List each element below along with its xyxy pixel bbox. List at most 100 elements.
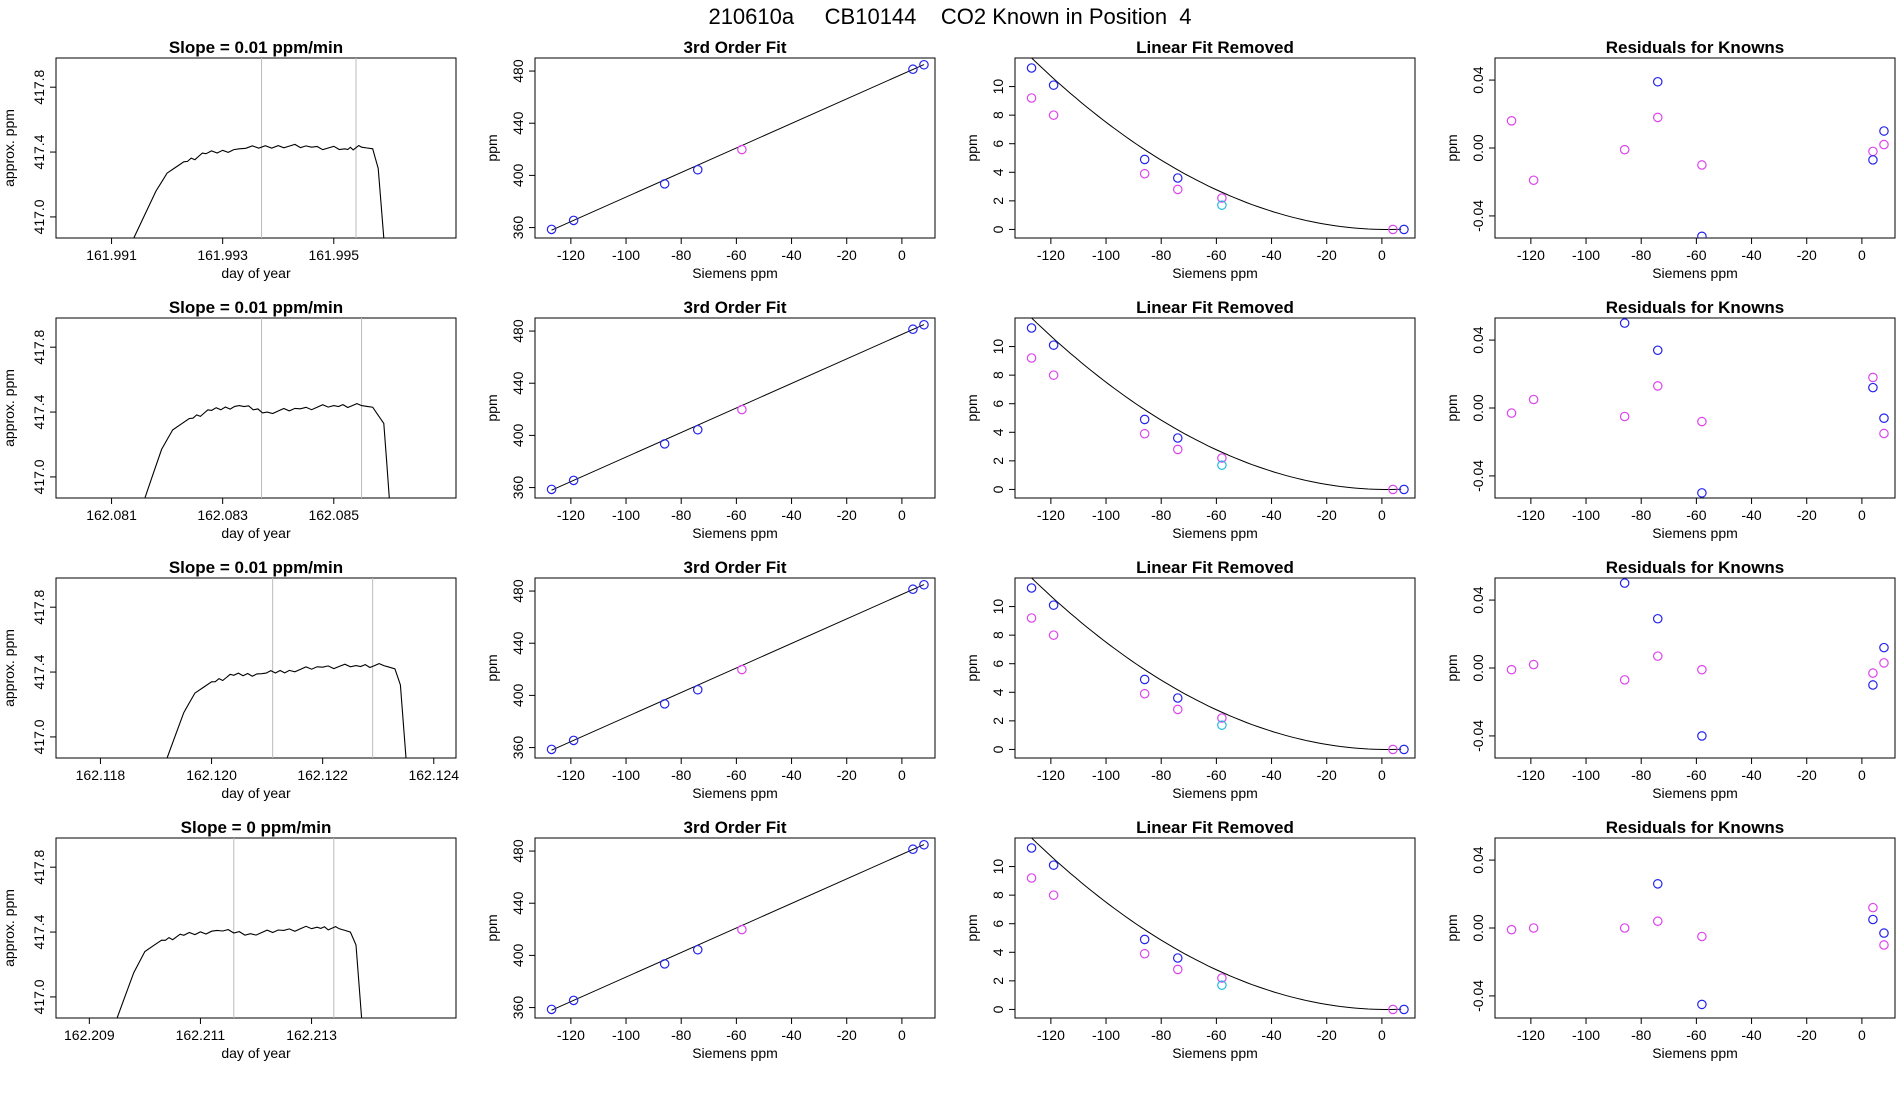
data-point — [1619, 675, 1630, 685]
x-tick-label: 0 — [1378, 767, 1386, 783]
data-point — [1868, 155, 1878, 165]
x-tick-label: -80 — [1631, 507, 1651, 523]
x-tick-label: -20 — [1797, 767, 1817, 783]
x-tick-label: -100 — [1092, 1027, 1120, 1043]
y-tick-label: 400 — [510, 943, 526, 967]
x-tick-label: -60 — [1206, 1027, 1226, 1043]
x-tick-label: -80 — [671, 767, 691, 783]
plot-area — [133, 58, 385, 238]
x-tick-label: -100 — [1572, 767, 1600, 783]
x-axis-label: Siemens ppm — [1172, 265, 1258, 281]
x-tick-label: -20 — [837, 247, 857, 263]
plot-frame — [1014, 577, 1416, 759]
panel-title: Slope = 0.01 ppm/min — [169, 38, 343, 57]
x-tick-label: 0 — [1858, 767, 1866, 783]
y-tick-label: 360 — [510, 476, 526, 500]
panel-title: Residuals for Knowns — [1606, 298, 1785, 317]
panel-title: 3rd Order Fit — [684, 38, 787, 57]
y-tick-label: 360 — [510, 216, 526, 240]
data-point — [692, 684, 703, 695]
data-point — [1217, 973, 1227, 983]
y-axis-label: approx. ppm — [1, 109, 17, 187]
y-tick-label: 440 — [510, 371, 526, 395]
plot-frame — [534, 317, 936, 499]
y-axis-label: ppm — [1444, 394, 1460, 421]
plot-area — [1026, 58, 1409, 235]
data-point — [1652, 651, 1663, 661]
x-tick-label: -100 — [1092, 767, 1120, 783]
data-point — [1652, 879, 1663, 889]
panel-title: Linear Fit Removed — [1136, 818, 1294, 837]
x-tick-label: -100 — [612, 1027, 640, 1043]
y-axis-label: ppm — [484, 654, 500, 681]
data-point — [568, 475, 579, 486]
data-point — [1139, 674, 1150, 685]
x-axis-label: day of year — [221, 785, 291, 801]
data-point — [737, 664, 747, 675]
y-axis-label: ppm — [484, 914, 500, 941]
data-point — [1619, 411, 1630, 422]
data-point — [1217, 193, 1227, 203]
data-point — [1528, 394, 1539, 405]
x-tick-label: 162.122 — [297, 767, 348, 783]
data-point — [1388, 224, 1398, 235]
data-point — [1697, 231, 1707, 238]
plot-frame — [1014, 837, 1416, 1019]
x-tick-label: -100 — [1572, 507, 1600, 523]
y-tick-label: 10 — [990, 339, 1006, 355]
y-tick-label: 360 — [510, 996, 526, 1020]
panel-title: Residuals for Knowns — [1606, 818, 1785, 837]
panel-title: Slope = 0.01 ppm/min — [169, 298, 343, 317]
x-tick-label: 162.209 — [64, 1027, 115, 1043]
y-axis-label: approx. ppm — [1, 889, 17, 967]
y-tick-label: 400 — [510, 683, 526, 707]
y-tick-label: 0 — [990, 485, 1006, 493]
y-tick-label: 2 — [990, 197, 1006, 205]
y-axis-label: ppm — [964, 394, 980, 421]
data-point — [659, 179, 670, 189]
x-tick-label: -120 — [557, 767, 585, 783]
y-tick-label: 8 — [990, 631, 1006, 639]
panel-title: Linear Fit Removed — [1136, 298, 1294, 317]
data-point — [1172, 953, 1183, 963]
y-tick-label: 417.4 — [31, 654, 47, 689]
data-point — [1652, 345, 1663, 356]
data-point — [1026, 873, 1037, 883]
x-tick-label: -120 — [557, 247, 585, 263]
data-point — [1026, 843, 1037, 853]
x-tick-label: -60 — [726, 247, 746, 263]
x-axis-label: Siemens ppm — [1652, 265, 1738, 281]
x-tick-label: -80 — [1151, 507, 1171, 523]
data-point — [1048, 110, 1059, 120]
x-tick-label: -60 — [726, 507, 746, 523]
panel-2-1: Slope = 0.01 ppm/min 162.081 162.083 162.08… — [1, 298, 457, 541]
x-tick-label: -120 — [557, 507, 585, 523]
data-point — [659, 959, 670, 969]
panel-4-2: 3rd Order Fit -120 -100 -80 -60 -40 -20 0 Siemen… — [484, 818, 936, 1061]
data-point — [1652, 112, 1663, 123]
data-point — [1879, 642, 1889, 653]
data-point — [1652, 916, 1663, 927]
plot-area — [546, 839, 929, 1015]
data-point — [1868, 668, 1878, 678]
x-tick-label: -60 — [1686, 507, 1706, 523]
y-tick-label: 417.0 — [31, 719, 47, 754]
x-tick-label: 162.124 — [408, 767, 459, 783]
data-point — [546, 744, 557, 755]
data-point — [1048, 370, 1059, 380]
panel-3-1: Slope = 0.01 ppm/min 162.118 162.120 162.12… — [1, 558, 459, 801]
data-point — [1048, 630, 1059, 640]
x-tick-label: -80 — [1151, 767, 1171, 783]
x-tick-label: -120 — [1517, 1027, 1545, 1043]
x-tick-label: 162.120 — [186, 767, 237, 783]
y-tick-label: 400 — [510, 423, 526, 447]
panel-4-4: Residuals for Knowns -120 -100 -80 -60 -40 -20… — [1444, 818, 1896, 1061]
data-point — [1217, 453, 1227, 463]
x-tick-label: -120 — [1037, 1027, 1065, 1043]
y-tick-label: 440 — [510, 111, 526, 135]
x-axis-label: Siemens ppm — [1172, 525, 1258, 541]
panel-title: Residuals for Knowns — [1606, 38, 1785, 57]
y-tick-label: 6 — [990, 920, 1006, 928]
data-point — [1026, 353, 1037, 363]
data-point — [1048, 340, 1059, 350]
